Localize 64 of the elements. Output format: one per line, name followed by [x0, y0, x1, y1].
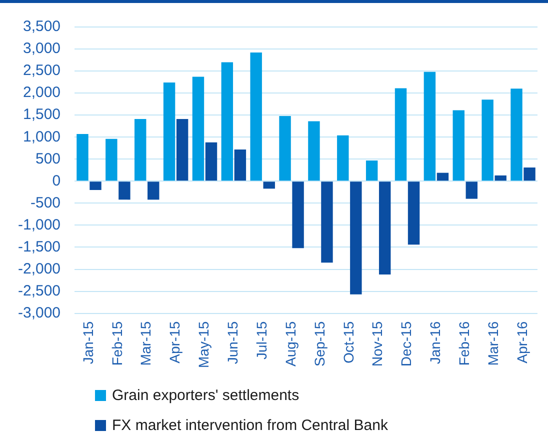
bar [76, 134, 88, 181]
x-tick-label: Feb-15 [108, 321, 125, 366]
y-tick-label: -1,000 [18, 216, 61, 234]
y-tick-label: -2,000 [18, 260, 61, 278]
bar [176, 119, 188, 181]
bar [90, 182, 102, 190]
bar [163, 82, 176, 181]
x-tick-label: Aug-15 [282, 321, 298, 366]
bar [250, 52, 262, 181]
bar [466, 182, 478, 199]
y-tick-label: -500 [30, 194, 61, 212]
y-tick-label: 3,500 [22, 18, 61, 36]
bar [337, 135, 349, 181]
bar [482, 100, 494, 181]
bar [408, 182, 420, 245]
y-tick-label: -3,000 [18, 304, 61, 322]
bar [205, 142, 218, 181]
bar [118, 182, 130, 200]
x-tick-label: Dec-15 [398, 321, 414, 366]
bar [263, 182, 275, 189]
x-tick-label: Apr-15 [166, 321, 183, 364]
bar [424, 72, 436, 181]
x-tick-label: May-15 [196, 321, 212, 368]
y-tick-label: 3,000 [22, 40, 61, 58]
x-tick-label: Feb-16 [456, 321, 472, 366]
bar [192, 76, 204, 181]
bar [106, 138, 118, 181]
bar [350, 182, 362, 294]
legend-label: FX market intervention from Central Bank [112, 416, 388, 434]
x-tick-label: Jun-15 [224, 321, 241, 364]
y-tick-label: -2,500 [18, 282, 61, 300]
y-tick-label: 2,500 [22, 62, 61, 80]
bar [148, 182, 160, 200]
bar [378, 182, 391, 275]
x-tick-label: Nov-15 [369, 321, 386, 366]
x-tick-label: Mar-16 [484, 321, 501, 366]
y-tick-label: 1,500 [22, 106, 61, 124]
x-tick-label: Sep-15 [311, 321, 328, 366]
bar [436, 172, 449, 181]
bar [510, 88, 522, 181]
bar [494, 175, 506, 181]
x-tick-label: Oct-15 [340, 321, 356, 364]
y-tick-label: 2,000 [22, 84, 61, 102]
bar [366, 160, 378, 181]
bar [321, 182, 333, 263]
x-tick-label: Apr-16 [514, 321, 530, 364]
y-tick-label: -1,500 [18, 238, 61, 256]
x-tick-label: Jul-15 [253, 321, 270, 360]
y-tick-label: 1,000 [22, 128, 61, 146]
x-tick-label: Jan-15 [80, 321, 96, 364]
bar [308, 121, 320, 181]
bar [452, 110, 464, 181]
bar [279, 116, 291, 181]
legend-label: Grain exporters' settlements [112, 386, 300, 404]
x-tick-label: Jan-16 [427, 321, 444, 364]
bar [221, 62, 234, 181]
y-tick-label: 500 [36, 150, 61, 168]
bar [134, 119, 146, 181]
bar [394, 88, 407, 181]
y-tick-label: 0 [52, 172, 61, 190]
bar [524, 168, 536, 181]
x-tick-label: Mar-15 [138, 321, 154, 366]
bar [292, 182, 304, 248]
bar [234, 149, 246, 181]
